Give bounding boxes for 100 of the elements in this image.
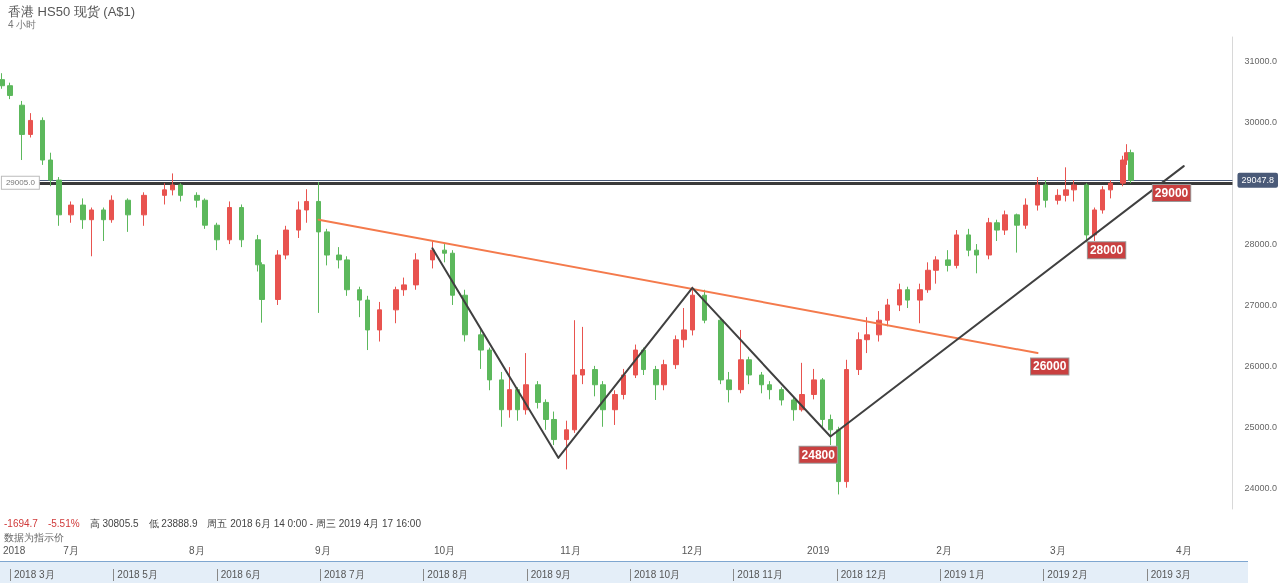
candlestick — [125, 197, 131, 233]
candlestick — [759, 371, 764, 394]
candlestick — [170, 172, 175, 196]
y-tick-label: 26000.0 — [1244, 360, 1278, 371]
candlestick — [925, 261, 931, 294]
candlestick — [194, 191, 200, 209]
text: 2018 12月 — [836, 569, 887, 581]
candlestick — [1108, 179, 1113, 199]
text: 2019 2月 — [1043, 569, 1088, 581]
candlestick — [304, 188, 309, 224]
candlestick — [316, 181, 321, 314]
candlestick — [1002, 210, 1008, 236]
candlestick — [202, 197, 208, 230]
candlestick — [56, 176, 62, 227]
candlestick — [746, 356, 752, 385]
candlestick — [945, 249, 951, 272]
candlestick — [507, 366, 512, 419]
candlestick — [80, 197, 86, 230]
candlestick — [564, 420, 569, 470]
annotation: 28000 — [1089, 243, 1124, 258]
candlestick — [7, 82, 13, 100]
candlestick — [109, 194, 114, 224]
candlestick — [1014, 213, 1020, 254]
candlestick — [462, 289, 468, 343]
candlestick — [641, 347, 646, 376]
candlestick — [811, 368, 817, 400]
candlestick — [1071, 179, 1077, 202]
text: 低 23888.9 — [148, 518, 198, 529]
text: 周五 2018 6月 14 0:00 - 周三 2019 4月 17 16:00 — [207, 518, 421, 529]
candlestick — [820, 377, 825, 428]
candlestick — [726, 371, 732, 403]
x-tick-label: 4月 — [1175, 544, 1192, 556]
candlestick — [413, 252, 419, 291]
candlestick — [535, 380, 541, 410]
candlestick — [621, 368, 626, 400]
chart-subtitle: 4 小时 — [8, 18, 37, 32]
candlestick — [499, 371, 504, 428]
x-tick-label: 2019 — [807, 544, 830, 556]
text: 2018 3月 — [10, 569, 55, 581]
candlestick — [214, 222, 220, 251]
candlestick — [572, 319, 577, 434]
candlestick — [275, 249, 281, 306]
annotation: 26000 — [1033, 359, 1067, 374]
candlestick — [401, 277, 407, 297]
candlestick — [779, 386, 784, 406]
candlestick — [986, 217, 992, 260]
candlestick — [580, 326, 585, 385]
candlestick — [28, 112, 33, 138]
candlestick — [141, 191, 147, 227]
candlestick — [966, 228, 971, 257]
candlestick — [377, 301, 382, 343]
candlestick — [1128, 149, 1134, 184]
text: 2018 6月 — [216, 569, 262, 581]
candlestick — [89, 207, 94, 257]
text: 2018 8月 — [423, 569, 468, 581]
candlestick — [551, 411, 557, 446]
x-tick-label: 10月 — [434, 544, 456, 556]
x-tick-label: 9月 — [314, 544, 331, 556]
x-tick-label: 12月 — [681, 544, 703, 556]
candlestick — [1023, 197, 1028, 230]
candlestick — [239, 203, 244, 248]
candlestick — [68, 200, 74, 224]
candlestick — [885, 298, 890, 327]
text: 2018 9月 — [526, 569, 572, 581]
candlestick — [653, 365, 659, 401]
candlestick — [828, 414, 833, 446]
text: 2018 10月 — [630, 569, 681, 581]
candlestick — [357, 286, 362, 318]
text: 2019 3月 — [1146, 569, 1192, 581]
x-tick-label: 2月 — [936, 544, 952, 556]
candlestick — [162, 182, 167, 205]
candlestick — [1035, 176, 1040, 212]
candlestick — [227, 200, 232, 245]
text: 2018 7月 — [320, 569, 365, 581]
candlestick — [40, 116, 45, 166]
candlestick — [48, 152, 53, 187]
candlestick — [767, 380, 772, 400]
annotation: 24800 — [801, 447, 836, 462]
candlestick — [905, 286, 910, 309]
candlestick — [844, 359, 849, 489]
candlestick — [661, 359, 667, 391]
candlestick — [178, 182, 183, 202]
candlestick — [487, 347, 492, 391]
candlestick — [1100, 185, 1105, 215]
candlestick — [738, 329, 744, 394]
text: 数据为指示价 — [4, 532, 64, 543]
text: 2018 5月 — [113, 569, 158, 581]
candlestick — [543, 398, 549, 431]
ref-line-label: 29005.0 — [5, 178, 36, 188]
y-tick-label: 27000.0 — [1244, 299, 1278, 310]
candlestick — [442, 243, 447, 263]
text: 2019 1月 — [940, 569, 985, 581]
candlestick — [0, 72, 5, 90]
y-tick-label: 24000.0 — [1244, 482, 1278, 493]
candlestick — [681, 307, 687, 349]
candlestick — [856, 331, 862, 376]
candlestick — [917, 283, 923, 324]
candlestick — [933, 255, 939, 285]
candlestick — [612, 389, 618, 426]
candlestick — [19, 100, 25, 161]
